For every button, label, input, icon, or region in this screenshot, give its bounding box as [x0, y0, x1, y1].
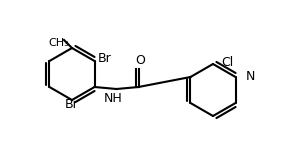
Text: O: O — [136, 54, 145, 67]
Text: Br: Br — [98, 52, 111, 65]
Text: N: N — [245, 71, 255, 83]
Text: Cl: Cl — [221, 56, 233, 69]
Text: CH₃: CH₃ — [49, 38, 69, 48]
Text: Br: Br — [65, 98, 79, 111]
Text: NH: NH — [104, 92, 123, 105]
